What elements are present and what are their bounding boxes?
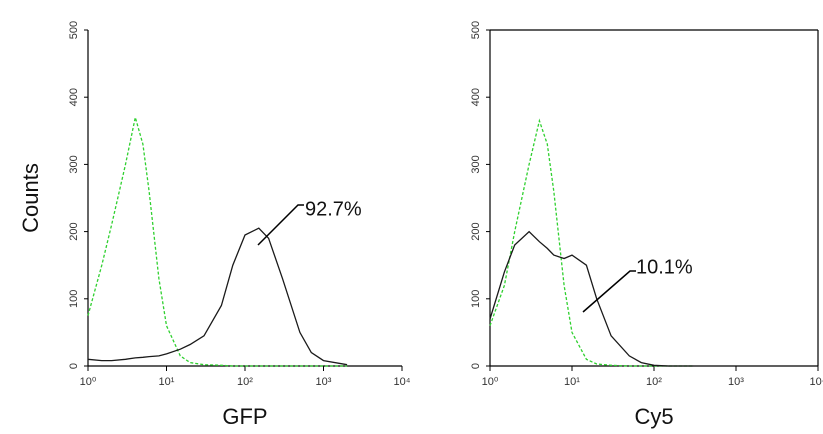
y-tick-label: 500 [68, 21, 80, 39]
histogram-line [87, 117, 348, 367]
y-tick-label: 100 [68, 290, 80, 308]
y-tick-label: 100 [470, 290, 482, 308]
annotation: 10.1% [636, 256, 693, 278]
y-tick-label: 500 [470, 21, 482, 39]
histogram-line [489, 118, 694, 367]
histogram-line [87, 227, 348, 366]
x-axis-label: Cy5 [634, 404, 673, 429]
y-tick-label: 200 [470, 222, 482, 240]
x-tick-label: 10⁴ [810, 376, 823, 388]
y-tick-label: 0 [470, 363, 482, 369]
x-tick-label: 10¹ [159, 376, 175, 388]
annotation: 92.7% [305, 198, 362, 220]
x-tick-label: 10⁰ [80, 376, 97, 388]
y-tick-label: 200 [68, 222, 80, 240]
x-tick-label: 10⁰ [482, 376, 499, 388]
x-tick-label: 10¹ [564, 376, 580, 388]
x-axis-label: GFP [222, 404, 267, 429]
x-tick-label: 10² [646, 376, 662, 388]
y-tick-label: 300 [470, 155, 482, 173]
y-tick-label: 0 [68, 363, 80, 369]
x-tick-label: 10³ [316, 376, 332, 388]
y-axis-label: Counts [18, 163, 43, 233]
histogram-line [489, 230, 694, 367]
y-tick-label: 400 [470, 88, 482, 106]
x-tick-label: 10² [237, 376, 253, 388]
x-tick-label: 10⁴ [394, 376, 411, 388]
y-tick-label: 300 [68, 155, 80, 173]
y-tick-label: 400 [68, 88, 80, 106]
x-tick-label: 10³ [728, 376, 744, 388]
leader-line [257, 204, 304, 246]
leader-line [582, 270, 636, 313]
